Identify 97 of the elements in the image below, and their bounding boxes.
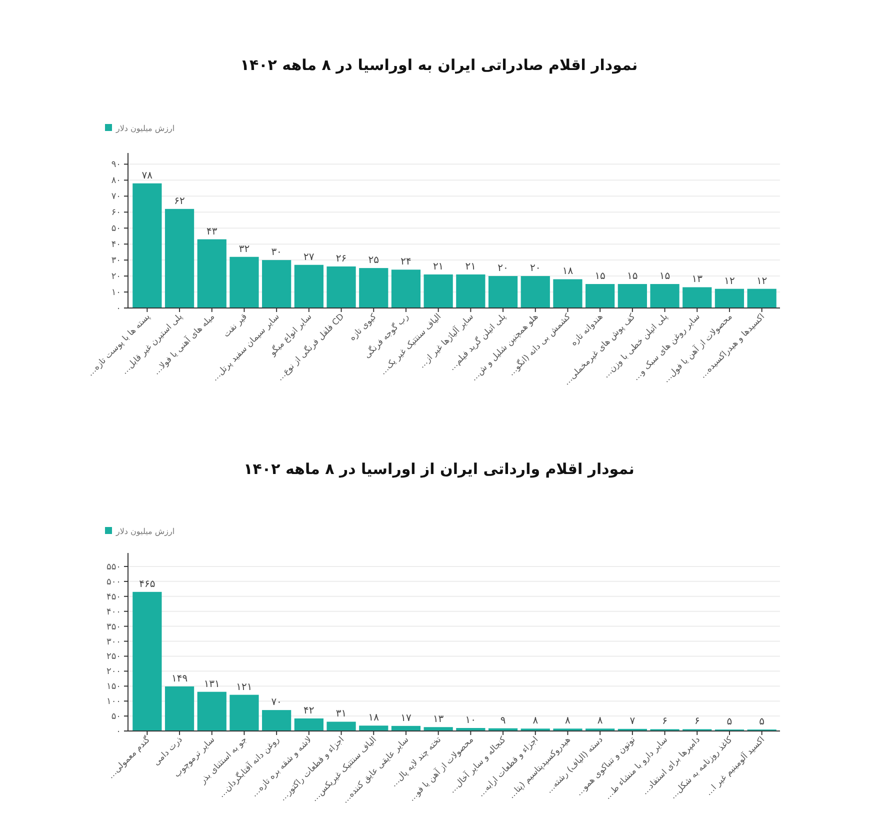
data-label: ۸	[532, 716, 539, 727]
data-label: ۱۸	[368, 712, 380, 724]
data-label: ۳۰	[271, 247, 282, 258]
data-label: ۱۸	[562, 266, 574, 278]
y-tick-label: ۲۰۰	[106, 667, 121, 678]
y-tick-label: ۱۵۰	[106, 682, 121, 692]
data-label: ۱۰	[465, 715, 476, 726]
bar	[262, 710, 292, 731]
data-label: ۳۱	[336, 708, 347, 720]
legend-label: ارزش میلیون دلار	[115, 124, 175, 133]
data-label: ۴۳	[206, 226, 218, 238]
data-label: ۱۲	[724, 276, 735, 287]
chart-title: نمودار اقلام وارداتی ایران از اوراسیا در ۸ ماهه ۱۴۰۲	[244, 460, 634, 478]
y-tick-label: ۱۰۰	[106, 697, 121, 708]
bar	[650, 284, 680, 308]
data-label: ۱۴۹	[171, 673, 188, 684]
data-label: ۸	[597, 716, 604, 727]
data-label: ۲۰	[498, 263, 508, 274]
bar	[197, 239, 226, 308]
bar	[747, 288, 776, 308]
data-label: ۵	[759, 716, 765, 728]
bar	[294, 264, 324, 308]
y-tick-label: ۴۵۰	[106, 592, 121, 602]
y-tick-label: ۵۵۰	[106, 562, 121, 572]
bar	[682, 287, 712, 308]
bar	[132, 592, 162, 731]
bar	[197, 692, 226, 731]
y-tick-label: ۱۰	[111, 288, 121, 298]
data-label: ۱۲	[756, 276, 768, 287]
data-label: ۷	[630, 716, 636, 727]
bar	[553, 279, 582, 308]
y-tick-label: ۳۵۰	[106, 622, 121, 632]
data-label: ۷۰	[271, 697, 282, 708]
data-label: ۲۱	[465, 261, 476, 272]
bar	[456, 274, 486, 308]
bar	[294, 718, 324, 731]
y-tick-label: ۶۰	[111, 208, 121, 218]
bar	[424, 727, 453, 731]
data-label: ۱۳	[432, 714, 444, 726]
y-tick-label: ۴۰۰	[106, 607, 121, 618]
x-tick-label: کیوی تازه	[348, 311, 380, 344]
x-tick-label: ذرت دامی	[152, 734, 185, 768]
data-label: ۵	[726, 716, 732, 728]
y-tick-label: ۵۰	[111, 712, 121, 722]
y-tick-label: ۲۵۰	[106, 652, 121, 662]
y-tick-label: ۳۰	[111, 256, 121, 266]
bar	[230, 694, 259, 731]
data-label: ۹	[500, 715, 506, 726]
data-label: ۱۳۱	[204, 678, 220, 690]
bar	[520, 276, 550, 308]
data-label: ۱۵	[627, 271, 638, 282]
y-tick-label: ۲۰	[111, 272, 121, 282]
data-label: ۶	[694, 716, 700, 728]
data-label: ۱۷	[400, 712, 412, 724]
data-label: ۲۱	[432, 261, 444, 272]
bar	[391, 270, 421, 308]
data-label: ۶	[662, 716, 668, 728]
x-tick-label: قیر نفت	[222, 312, 250, 340]
data-label: ۲۷	[304, 252, 315, 263]
bar	[164, 686, 194, 731]
data-label: ۲۴	[400, 256, 412, 268]
bar	[424, 274, 453, 308]
data-label: ۲۰	[530, 263, 541, 274]
bar	[262, 260, 292, 308]
bar	[164, 208, 194, 308]
bar	[326, 722, 356, 731]
bar	[488, 276, 518, 308]
data-label: ۳۲	[238, 244, 250, 255]
data-label: ۸	[565, 716, 572, 727]
bar	[359, 726, 388, 731]
y-tick-label: ۴۰	[111, 240, 121, 250]
y-tick-label: ۵۰۰	[106, 577, 121, 588]
y-tick-label: ۷۰	[111, 192, 121, 202]
data-label: ۷۸	[142, 170, 154, 182]
bar	[326, 266, 356, 308]
legend-label: ارزش میلیون دلار	[115, 527, 175, 536]
data-label: ۱۳	[692, 274, 704, 286]
chart-title: نمودار اقلام صادراتی ایران به اوراسیا در ۸ ماهه ۱۴۰۲	[240, 56, 638, 74]
y-tick-label: ۹۰	[111, 160, 121, 170]
bar	[618, 284, 647, 308]
bar	[714, 288, 744, 308]
y-tick-label: ۸۰	[111, 176, 121, 186]
data-label: ۱۵	[659, 271, 670, 282]
bar	[230, 256, 259, 308]
data-label: ۴۲	[304, 705, 314, 716]
bar	[132, 183, 162, 308]
y-tick-label: ۰	[116, 304, 121, 314]
data-label: ۱۵	[594, 271, 606, 282]
data-label: ۴۶۵	[139, 578, 156, 590]
data-label: ۲۶	[336, 253, 347, 264]
bar	[586, 284, 615, 308]
data-label: ۱۲۱	[236, 682, 252, 693]
bar	[359, 268, 388, 308]
y-tick-label: ۵۰	[111, 224, 121, 234]
y-tick-label: ۳۰۰	[106, 637, 121, 648]
data-label: ۶۲	[174, 196, 185, 207]
data-label: ۲۵	[368, 255, 379, 266]
